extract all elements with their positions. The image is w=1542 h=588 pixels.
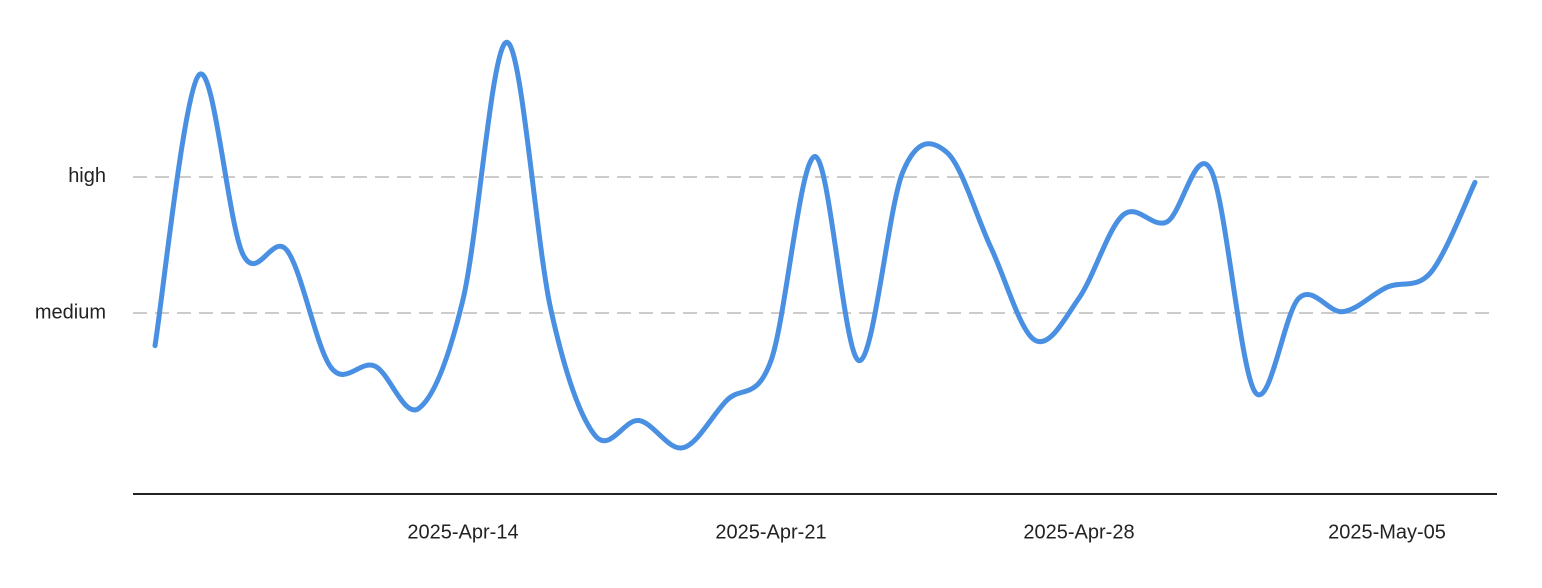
- x-tick-label: 2025-Apr-21: [715, 521, 826, 543]
- x-tick-label: 2025-Apr-28: [1023, 521, 1134, 543]
- x-tick-label: 2025-Apr-14: [407, 521, 518, 543]
- x-tick-label: 2025-May-05: [1328, 521, 1446, 543]
- line-series: [152, 39, 1478, 451]
- y-tick-label: medium: [35, 301, 106, 323]
- y-tick-label: high: [68, 165, 106, 187]
